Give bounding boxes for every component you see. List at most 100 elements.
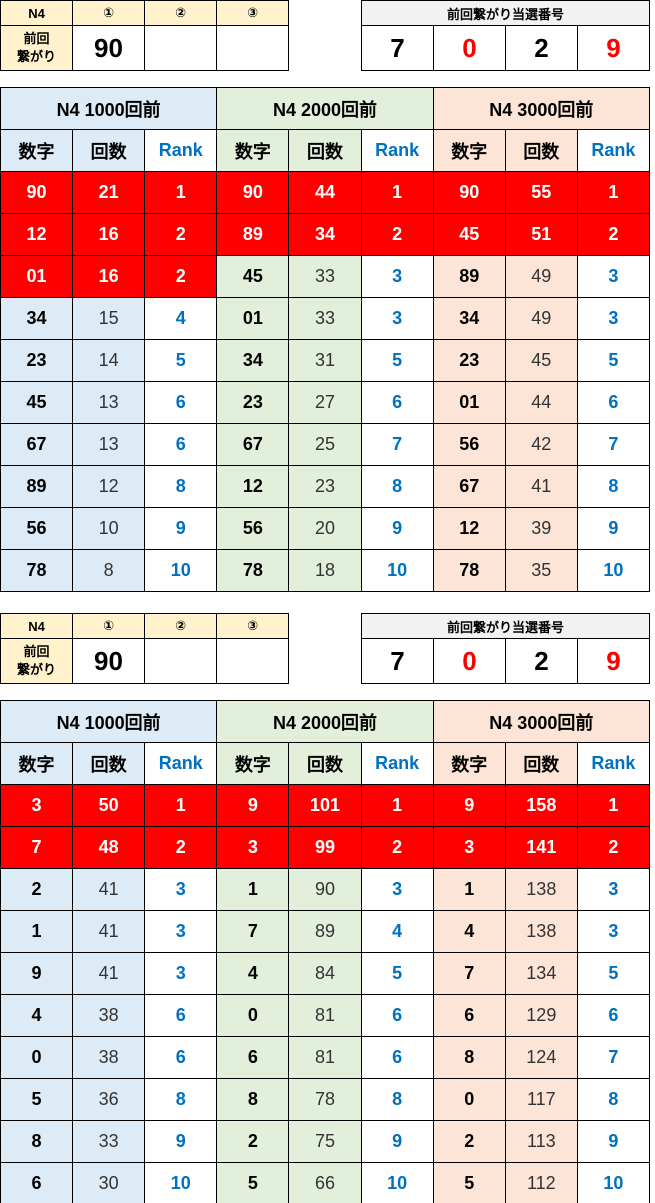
digit-cell[interactable]: 6 bbox=[216, 1036, 290, 1079]
count-cell[interactable]: 30 bbox=[72, 1162, 146, 1203]
rank-cell[interactable]: 5 bbox=[360, 952, 434, 995]
count-cell[interactable]: 27 bbox=[288, 381, 362, 424]
rank-cell[interactable]: 8 bbox=[360, 465, 434, 508]
count-cell[interactable]: 16 bbox=[72, 213, 146, 256]
rank-cell[interactable]: 1 bbox=[144, 784, 218, 827]
rank-header[interactable]: Rank bbox=[360, 129, 434, 172]
digit-cell[interactable]: 45 bbox=[432, 213, 506, 256]
count-cell[interactable]: 117 bbox=[504, 1078, 578, 1121]
count-cell[interactable]: 18 bbox=[288, 549, 362, 592]
count-cell[interactable]: 38 bbox=[72, 994, 146, 1037]
digit-cell[interactable]: 9 bbox=[432, 784, 506, 827]
digit-cell[interactable]: 89 bbox=[0, 465, 74, 508]
info-label[interactable]: N4 bbox=[0, 0, 73, 26]
rank-cell[interactable]: 7 bbox=[576, 1036, 651, 1079]
digit-cell[interactable]: 34 bbox=[0, 297, 74, 340]
rank-cell[interactable]: 3 bbox=[360, 297, 434, 340]
count-cell[interactable]: 35 bbox=[504, 549, 578, 592]
rank-cell[interactable]: 6 bbox=[144, 994, 218, 1037]
digit-cell[interactable]: 56 bbox=[432, 423, 506, 466]
digit-cell[interactable]: 23 bbox=[216, 381, 290, 424]
count-header[interactable]: 回数 bbox=[504, 129, 578, 172]
digit-cell[interactable]: 0 bbox=[216, 994, 290, 1037]
info-label[interactable]: N4 bbox=[0, 613, 73, 639]
count-cell[interactable]: 112 bbox=[504, 1162, 578, 1203]
count-cell[interactable]: 44 bbox=[288, 171, 362, 214]
count-cell[interactable]: 23 bbox=[288, 465, 362, 508]
rank-cell[interactable]: 2 bbox=[576, 826, 651, 869]
digit-cell[interactable]: 56 bbox=[216, 507, 290, 550]
digit-cell[interactable]: 12 bbox=[216, 465, 290, 508]
rank-cell[interactable]: 9 bbox=[360, 507, 434, 550]
digit-cell[interactable]: 3 bbox=[0, 784, 74, 827]
digit-cell[interactable]: 23 bbox=[0, 339, 74, 382]
rank-cell[interactable]: 10 bbox=[360, 549, 434, 592]
digit-header[interactable]: 数字 bbox=[0, 129, 74, 172]
digit-header[interactable]: 数字 bbox=[216, 742, 290, 785]
count-cell[interactable]: 16 bbox=[72, 255, 146, 298]
info-col-header[interactable]: ② bbox=[144, 0, 217, 26]
group-title[interactable]: N4 1000回前 bbox=[0, 87, 218, 130]
count-cell[interactable]: 81 bbox=[288, 994, 362, 1037]
count-cell[interactable]: 55 bbox=[504, 171, 578, 214]
digit-cell[interactable]: 12 bbox=[0, 213, 74, 256]
count-cell[interactable]: 41 bbox=[72, 910, 146, 953]
digit-cell[interactable]: 12 bbox=[432, 507, 506, 550]
count-cell[interactable]: 33 bbox=[288, 297, 362, 340]
count-cell[interactable]: 90 bbox=[288, 868, 362, 911]
count-header[interactable]: 回数 bbox=[72, 129, 146, 172]
digit-cell[interactable]: 90 bbox=[0, 171, 74, 214]
rank-cell[interactable]: 3 bbox=[144, 868, 218, 911]
rank-cell[interactable]: 5 bbox=[360, 339, 434, 382]
digit-cell[interactable]: 6 bbox=[0, 1162, 74, 1203]
info-col-header[interactable]: ③ bbox=[216, 0, 289, 26]
count-cell[interactable]: 33 bbox=[288, 255, 362, 298]
digit-cell[interactable]: 0 bbox=[0, 1036, 74, 1079]
rank-cell[interactable]: 8 bbox=[360, 1078, 434, 1121]
digit-cell[interactable]: 6 bbox=[432, 994, 506, 1037]
rank-cell[interactable]: 3 bbox=[144, 910, 218, 953]
rank-cell[interactable]: 1 bbox=[144, 171, 218, 214]
rank-cell[interactable]: 1 bbox=[576, 171, 651, 214]
rank-cell[interactable]: 8 bbox=[576, 465, 651, 508]
count-header[interactable]: 回数 bbox=[288, 742, 362, 785]
rank-cell[interactable]: 1 bbox=[576, 784, 651, 827]
rank-cell[interactable]: 3 bbox=[576, 297, 651, 340]
count-cell[interactable]: 21 bbox=[72, 171, 146, 214]
rank-cell[interactable]: 1 bbox=[360, 171, 434, 214]
rank-cell[interactable]: 10 bbox=[576, 1162, 651, 1203]
winning-digit[interactable]: 2 bbox=[505, 25, 578, 71]
count-cell[interactable]: 113 bbox=[504, 1120, 578, 1163]
count-cell[interactable]: 124 bbox=[504, 1036, 578, 1079]
rank-cell[interactable]: 3 bbox=[144, 952, 218, 995]
rank-cell[interactable]: 7 bbox=[360, 423, 434, 466]
info-row-label-line1[interactable]: 前回 bbox=[0, 25, 73, 48]
winning-digit[interactable]: 9 bbox=[577, 638, 650, 684]
count-cell[interactable]: 44 bbox=[504, 381, 578, 424]
info-value-cell[interactable]: 90 bbox=[72, 25, 145, 71]
rank-cell[interactable]: 3 bbox=[576, 868, 651, 911]
count-cell[interactable]: 101 bbox=[288, 784, 362, 827]
digit-cell[interactable]: 7 bbox=[432, 952, 506, 995]
count-header[interactable]: 回数 bbox=[72, 742, 146, 785]
rank-cell[interactable]: 3 bbox=[576, 255, 651, 298]
digit-header[interactable]: 数字 bbox=[432, 129, 506, 172]
info-value-cell[interactable]: 90 bbox=[72, 638, 145, 684]
rank-cell[interactable]: 10 bbox=[576, 549, 651, 592]
rank-cell[interactable]: 5 bbox=[576, 339, 651, 382]
digit-cell[interactable]: 56 bbox=[0, 507, 74, 550]
winning-digit[interactable]: 0 bbox=[433, 638, 506, 684]
digit-cell[interactable]: 78 bbox=[216, 549, 290, 592]
count-cell[interactable]: 49 bbox=[504, 255, 578, 298]
rank-cell[interactable]: 9 bbox=[576, 1120, 651, 1163]
digit-cell[interactable]: 0 bbox=[432, 1078, 506, 1121]
digit-header[interactable]: 数字 bbox=[216, 129, 290, 172]
rank-cell[interactable]: 6 bbox=[144, 381, 218, 424]
digit-header[interactable]: 数字 bbox=[0, 742, 74, 785]
count-cell[interactable]: 129 bbox=[504, 994, 578, 1037]
digit-cell[interactable]: 1 bbox=[432, 868, 506, 911]
rank-cell[interactable]: 2 bbox=[576, 213, 651, 256]
rank-cell[interactable]: 2 bbox=[144, 255, 218, 298]
rank-header[interactable]: Rank bbox=[360, 742, 434, 785]
rank-cell[interactable]: 5 bbox=[144, 339, 218, 382]
